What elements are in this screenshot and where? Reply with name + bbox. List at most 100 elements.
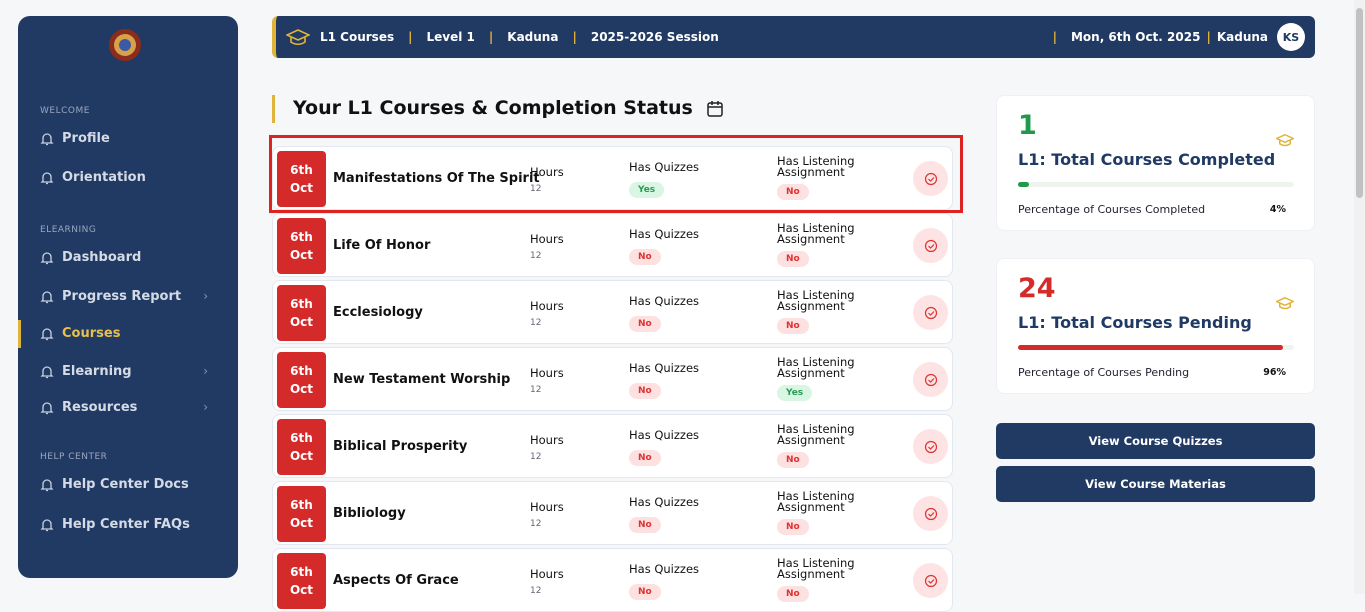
month: Oct: [289, 382, 314, 396]
complete-button[interactable]: [913, 496, 948, 531]
course-row[interactable]: 6th Oct Life Of Honor Hours 12 Has Quizzes No H…: [272, 213, 953, 277]
course-name: New Testament Worship: [333, 372, 511, 387]
date-badge: 6th Oct: [277, 486, 326, 542]
complete-button[interactable]: [913, 429, 948, 464]
progress-track: [1018, 182, 1294, 187]
complete-button[interactable]: [913, 161, 948, 196]
nav-item[interactable]: Orientation: [40, 170, 146, 185]
nav-item[interactable]: Dashboard: [40, 250, 141, 265]
progress-bar: [1018, 345, 1283, 350]
nav-label: Orientation: [62, 170, 146, 185]
course-row[interactable]: 6th Oct Ecclesiology Hours 12 Has Quizzes No Ha…: [272, 280, 953, 344]
day: 6th: [290, 163, 313, 177]
quizzes-pill: Yes: [629, 182, 665, 198]
complete-button[interactable]: [913, 295, 948, 330]
nav-label: Progress Report: [62, 289, 182, 304]
nav-item[interactable]: Profile: [40, 131, 110, 146]
action-button[interactable]: View Course Materias: [996, 466, 1315, 502]
calendar-icon[interactable]: [707, 100, 723, 117]
date-badge: 6th Oct: [277, 352, 326, 408]
cap-icon: [1274, 132, 1296, 151]
hours-label: Hours: [530, 500, 564, 514]
course-row[interactable]: 6th Oct Bibliology Hours 12 Has Quizzes No Has …: [272, 481, 953, 545]
nav-item[interactable]: Progress Report: [40, 289, 181, 304]
nav-item[interactable]: Courses: [40, 326, 120, 341]
percent-value: 4%: [1269, 204, 1286, 215]
quizzes-label: Has Quizzes: [629, 562, 700, 576]
hours-label: Hours: [530, 232, 564, 246]
hours-value: 12: [530, 452, 542, 462]
nav-item[interactable]: Help Center Docs: [40, 477, 189, 492]
top-item: L1 Courses: [320, 30, 395, 44]
listening-label: Has Listening Assignment: [777, 154, 855, 179]
percent-label: Percentage of Courses Completed: [1018, 203, 1206, 216]
cap-icon: [286, 29, 310, 46]
quizzes-label: Has Quizzes: [629, 495, 700, 509]
course-row[interactable]: 6th Oct New Testament Worship Hours 12 Has Qu…: [272, 347, 953, 411]
title-accent: [272, 95, 275, 123]
nav-label: Courses: [62, 326, 121, 341]
listening-pill: No: [777, 586, 809, 602]
complete-button[interactable]: [913, 228, 948, 263]
complete-button[interactable]: [913, 362, 948, 397]
quizzes-pill: No: [629, 584, 661, 600]
quizzes-label: Has Quizzes: [629, 428, 700, 442]
quizzes-label: Has Quizzes: [629, 227, 700, 241]
logo: [109, 29, 141, 61]
listening-pill: No: [777, 318, 809, 334]
course-row[interactable]: 6th Oct Biblical Prosperity Hours 12 Has Quiz…: [272, 414, 953, 478]
listening-pill: No: [777, 251, 809, 267]
date-badge: 6th Oct: [277, 419, 326, 475]
hours-value: 12: [530, 184, 542, 194]
stat-label: L1: Total Courses Completed: [1018, 150, 1276, 169]
month: Oct: [289, 516, 314, 530]
hours-value: 12: [530, 251, 542, 261]
hours-value: 12: [530, 385, 542, 395]
hours-value: 12: [530, 318, 542, 328]
highlight-box: [269, 135, 963, 213]
nav-heading: HELP CENTER: [40, 452, 108, 462]
month: Oct: [289, 583, 314, 597]
nav-item[interactable]: Elearning: [40, 364, 132, 379]
top-item: Level 1: [426, 30, 475, 44]
sidebar: WELCOME Profile Orientation ELEARNING Dashbo…: [18, 16, 238, 578]
nav-label: Help Center FAQs: [62, 517, 190, 532]
nav-label: Elearning: [62, 364, 132, 379]
avatar[interactable]: KS: [1277, 23, 1305, 51]
hours-value: 12: [530, 586, 542, 596]
listening-pill: Yes: [777, 385, 813, 401]
percent-value: 96%: [1263, 367, 1286, 378]
action-button[interactable]: View Course Quizzes: [996, 423, 1315, 459]
listening-label: Has Listening Assignment: [777, 355, 855, 380]
stat-card: 24 L1: Total Courses Pending Percentage of…: [996, 258, 1315, 394]
listening-label: Has Listening Assignment: [777, 422, 855, 447]
day: 6th: [290, 297, 313, 311]
date-badge: 6th Oct: [277, 553, 326, 609]
month: Oct: [289, 449, 314, 463]
course-name: Manifestations Of The Spirit: [333, 171, 540, 186]
quizzes-pill: No: [629, 316, 661, 332]
nav-item[interactable]: Help Center FAQs: [40, 517, 190, 532]
day: 6th: [290, 565, 313, 579]
listening-pill: No: [777, 184, 809, 200]
listening-label: Has Listening Assignment: [777, 556, 855, 581]
active-marker: [18, 320, 21, 348]
listening-label: Has Listening Assignment: [777, 221, 855, 246]
day: 6th: [290, 230, 313, 244]
nav-item[interactable]: Resources: [40, 400, 137, 415]
top-item: 2025-2026 Session: [590, 30, 719, 44]
course-row[interactable]: 6th Oct Manifestations Of The Spirit Hours 1…: [272, 146, 953, 210]
complete-button[interactable]: [913, 563, 948, 598]
nav-label: Profile: [62, 131, 110, 146]
quizzes-pill: No: [629, 517, 661, 533]
nav-heading: ELEARNING: [40, 225, 97, 235]
quizzes-label: Has Quizzes: [629, 160, 700, 174]
day: 6th: [290, 498, 313, 512]
quizzes-pill: No: [629, 383, 661, 399]
course-row[interactable]: 6th Oct Aspects Of Grace Hours 12 Has Quizzes…: [272, 548, 953, 612]
hours-value: 12: [530, 519, 542, 529]
day: 6th: [290, 364, 313, 378]
hours-label: Hours: [530, 299, 564, 313]
nav-label: Help Center Docs: [62, 477, 189, 492]
hours-label: Hours: [530, 567, 564, 581]
